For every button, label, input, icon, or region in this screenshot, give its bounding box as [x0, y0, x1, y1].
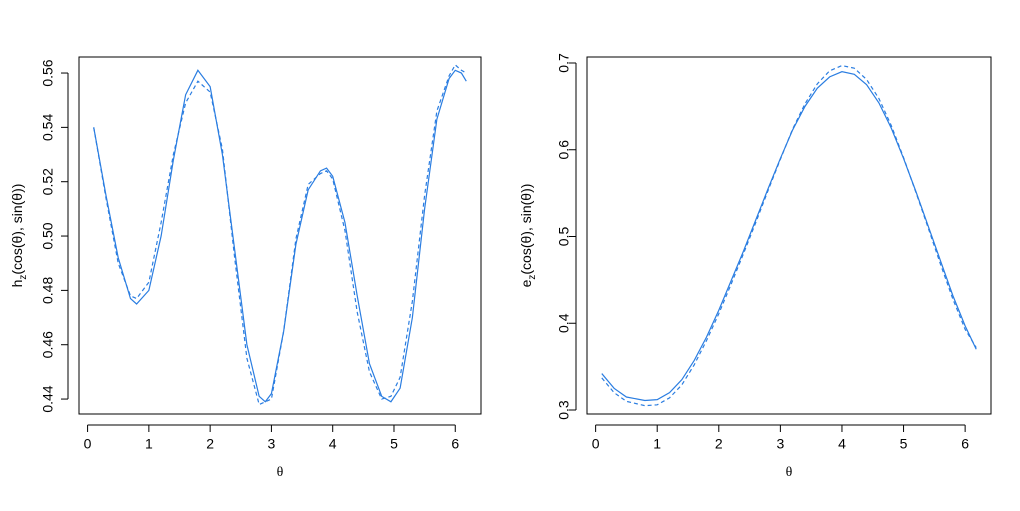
y-tick-label: 0.5	[556, 227, 572, 247]
x-axis-label: θ	[786, 465, 793, 480]
x-tick-label: 4	[329, 436, 337, 452]
x-tick-label: 0	[592, 436, 600, 452]
x-tick-label: 5	[900, 436, 908, 452]
y-tick-label: 0.7	[556, 53, 572, 73]
x-tick-label: 1	[653, 436, 661, 452]
data-line	[93, 69, 467, 403]
y-axis-label-part: (cos(θ), sin(θ))	[518, 184, 534, 275]
y-axis-label-part: z	[527, 275, 538, 280]
y-tick-label: 0.3	[556, 400, 572, 420]
x-tick-label: 6	[451, 436, 459, 452]
plot-frame	[78, 56, 482, 415]
y-tick-label: 0.46	[40, 331, 56, 358]
y-tick-label: 0.56	[40, 59, 56, 86]
y-tick-label: 0.6	[556, 140, 572, 160]
x-tick-label: 2	[206, 436, 214, 452]
y-tick-label: 0.44	[40, 385, 56, 412]
x-tick-label: 3	[776, 436, 784, 452]
y-axis-label-part: (cos(θ), sin(θ))	[9, 184, 25, 275]
data-line	[93, 63, 467, 406]
y-tick-label: 0.50	[40, 222, 56, 249]
plot-frame	[586, 56, 992, 415]
y-tick-label: 0.54	[40, 114, 56, 141]
x-tick-label: 2	[715, 436, 723, 452]
x-axis-label: θ	[277, 465, 284, 480]
y-axis-label-part: h	[9, 280, 25, 288]
x-tick-label: 4	[838, 436, 846, 452]
y-axis-label-part: z	[18, 275, 29, 280]
y-axis-label: ez(cos(θ), sin(θ))	[518, 184, 538, 288]
y-tick-label: 0.4	[556, 313, 572, 333]
x-tick-label: 5	[390, 436, 398, 452]
y-tick-label: 0.48	[40, 277, 56, 304]
data-line	[601, 64, 977, 407]
y-tick-label: 0.52	[40, 168, 56, 195]
x-tick-label: 3	[268, 436, 276, 452]
x-tick-label: 0	[84, 436, 92, 452]
y-axis-label: hz(cos(θ), sin(θ))	[9, 184, 29, 288]
x-tick-label: 6	[961, 436, 969, 452]
x-tick-label: 1	[145, 436, 153, 452]
data-line	[601, 71, 977, 402]
y-axis-label-part: e	[518, 279, 534, 287]
